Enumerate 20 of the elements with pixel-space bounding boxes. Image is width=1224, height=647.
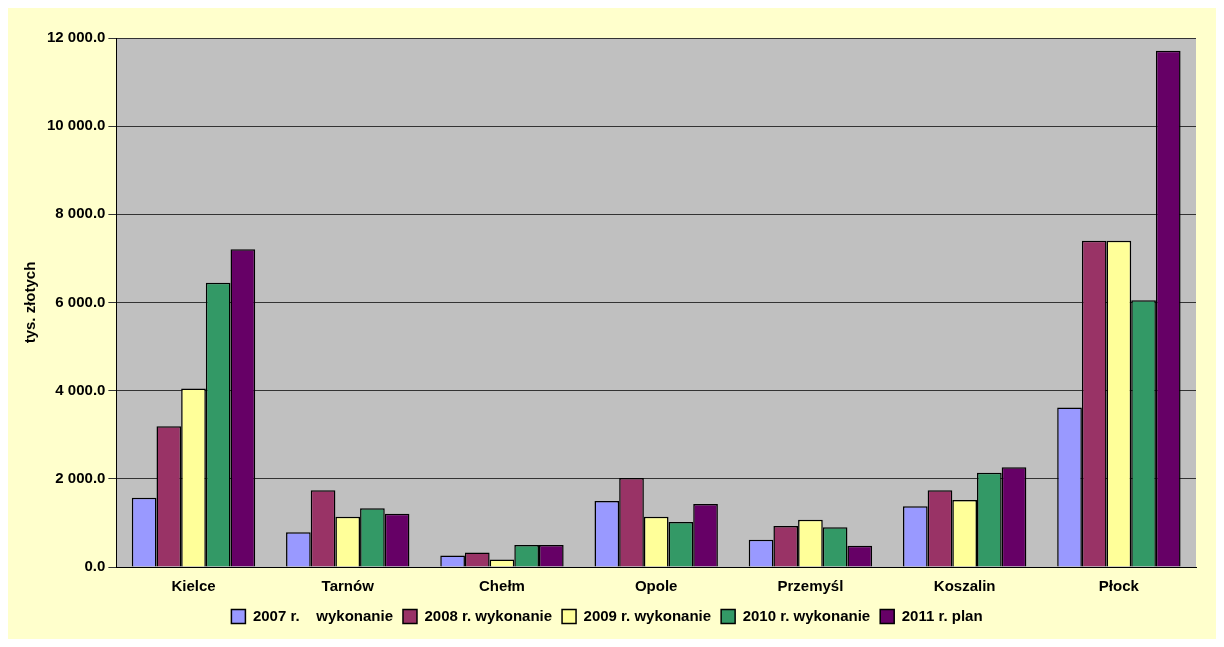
x-tick-label: Przemyśl bbox=[777, 577, 844, 595]
legend-label: 2010 r. wykonanie bbox=[742, 606, 871, 624]
x-tick-label: Chełm bbox=[479, 577, 525, 595]
x-tick-label: Opole bbox=[634, 577, 678, 595]
legend-label: 2007 r. wykonanie bbox=[252, 606, 393, 624]
legend-label: 2011 r. plan bbox=[901, 606, 983, 624]
y-tick-label: 2 000.0 bbox=[55, 468, 106, 486]
y-tick-label: 4 000.0 bbox=[55, 380, 106, 398]
y-axis-title: tys. złotych bbox=[21, 261, 39, 344]
x-tick-label: Płock bbox=[1098, 577, 1140, 595]
x-tick-label: Koszalin bbox=[933, 577, 996, 595]
y-tick-label: 12 000.0 bbox=[47, 28, 106, 46]
legend-label: 2008 r. wykonanie bbox=[424, 606, 553, 624]
y-tick-label: 10 000.0 bbox=[47, 116, 106, 134]
y-tick-label: 0.0 bbox=[84, 557, 106, 575]
x-tick-label: Tarnów bbox=[321, 577, 375, 595]
y-tick-label: 6 000.0 bbox=[55, 292, 106, 310]
x-tick-label: Kielce bbox=[171, 577, 216, 595]
legend-label: 2009 r. wykonanie bbox=[583, 606, 712, 624]
y-tick-label: 8 000.0 bbox=[55, 204, 106, 222]
